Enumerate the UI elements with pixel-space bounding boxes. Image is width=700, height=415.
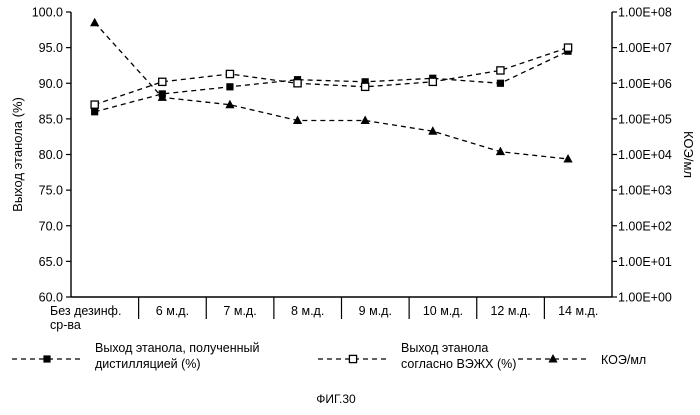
data-point-triangle [563, 154, 572, 163]
data-point-open-square [564, 44, 571, 51]
category-label: 9 м.д. [359, 304, 392, 318]
data-point-filled-square [91, 108, 98, 115]
left-tick-label: 75.0 [39, 184, 63, 198]
data-point-open-square [429, 78, 436, 85]
right-tick-label: 1.00E+02 [618, 219, 672, 233]
data-point-open-square [159, 78, 166, 85]
data-point-filled-square [43, 355, 50, 362]
right-tick-label: 1.00E+06 [618, 77, 672, 91]
left-tick-label: 90.0 [39, 77, 63, 91]
left-tick-label: 85.0 [39, 112, 63, 126]
series-3 [90, 18, 573, 163]
data-point-open-square [226, 70, 233, 77]
legend-label: Выход этанола, полученный [95, 341, 260, 355]
data-point-open-square [294, 80, 301, 87]
right-tick-label: 1.00E+01 [618, 255, 672, 269]
category-label: 6 м.д. [156, 304, 189, 318]
legend-item-3: КОЭ/мл [518, 353, 646, 367]
data-point-open-square [362, 83, 369, 90]
right-tick-label: 1.00E+00 [618, 291, 672, 305]
category-label: 10 м.д. [423, 304, 463, 318]
series-layer [90, 18, 573, 163]
data-point-open-square [91, 101, 98, 108]
category-label: 14 м.д. [558, 304, 598, 318]
data-point-triangle [361, 116, 370, 125]
data-point-triangle [90, 18, 99, 27]
data-point-open-square [349, 355, 356, 362]
right-tick-label: 1.00E+05 [618, 112, 672, 126]
left-tick-label: 100.0 [32, 6, 63, 20]
right-tick-label: 1.00E+07 [618, 41, 672, 55]
legend-item-1: Выход этанола, полученный дистилляцией (%… [12, 341, 260, 371]
data-point-filled-square [226, 83, 233, 90]
legend: Выход этанола, полученный дистилляцией (%… [12, 341, 646, 371]
left-tick-label: 70.0 [39, 219, 63, 233]
left-tick-label: 80.0 [39, 148, 63, 162]
legend-label: КОЭ/мл [601, 353, 646, 367]
category-label: 8 м.д. [291, 304, 324, 318]
left-tick-label: 60.0 [39, 291, 63, 305]
right-tick-label: 1.00E+08 [618, 6, 672, 20]
legend-label: Выход этанола [401, 341, 488, 355]
axes: 60.0 65.0 70.0 75.0 80.0 85.0 90.0 95.0 100.0 1.0… [10, 6, 696, 333]
legend-item-2: Выход этанола согласно ВЭЖХ (%) [318, 341, 516, 371]
category-label: ср-ва [50, 318, 81, 332]
data-point-open-square [497, 67, 504, 74]
right-tick-label: 1.00E+04 [618, 148, 672, 162]
data-point-triangle [548, 354, 557, 363]
category-label: 12 м.д. [490, 304, 530, 318]
right-tick-label: 1.00E+03 [618, 184, 672, 198]
category-label: Без дезинф. [50, 304, 121, 318]
y-left-axis-title: Выход этанола (%) [10, 97, 25, 212]
left-tick-label: 65.0 [39, 255, 63, 269]
legend-label: дистилляцией (%) [95, 357, 201, 371]
legend-label: согласно ВЭЖХ (%) [401, 357, 516, 371]
left-tick-label: 95.0 [39, 41, 63, 55]
data-point-filled-square [497, 80, 504, 87]
y-right-axis-title: КОЭ/мл [681, 131, 696, 178]
figure-caption: ФИГ.30 [316, 392, 356, 406]
category-label: 7 м.д. [223, 304, 256, 318]
